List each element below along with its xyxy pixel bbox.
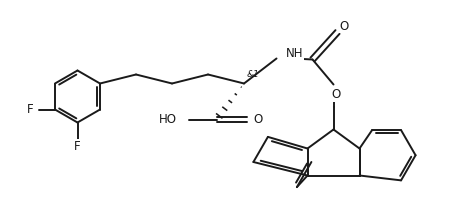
- Text: O: O: [253, 113, 262, 126]
- Text: F: F: [74, 140, 81, 153]
- Text: NH: NH: [286, 47, 303, 60]
- Text: HO: HO: [158, 113, 176, 126]
- Text: O: O: [339, 19, 348, 32]
- Text: O: O: [331, 88, 340, 101]
- Text: F: F: [27, 103, 33, 116]
- Text: &1: &1: [247, 69, 259, 78]
